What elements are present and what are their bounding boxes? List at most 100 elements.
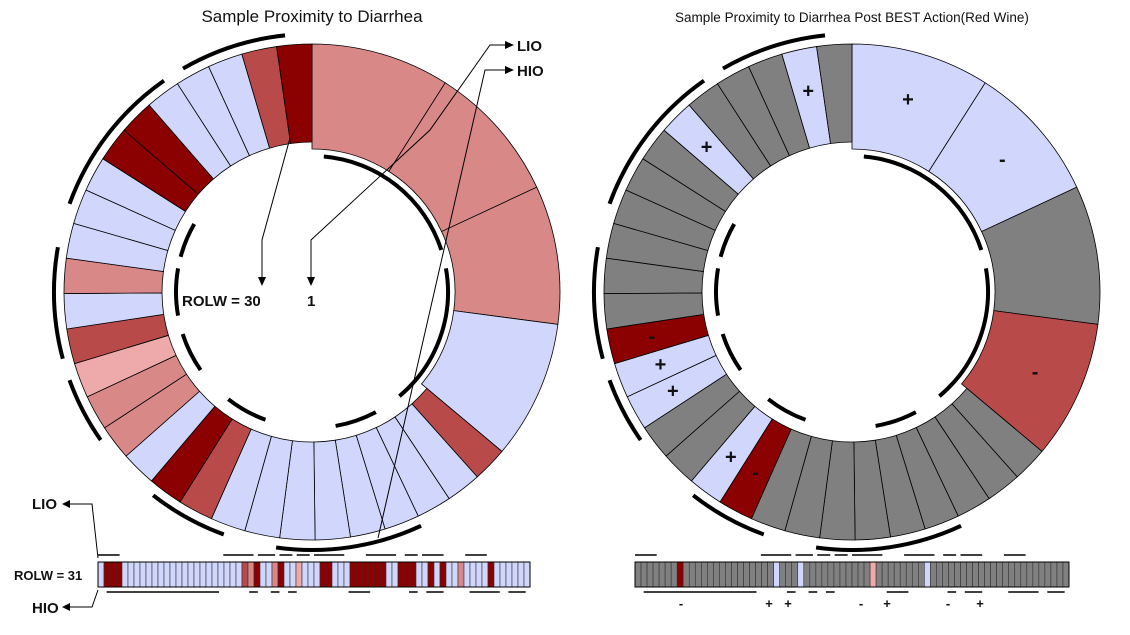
right-strip-cell <box>990 561 997 588</box>
left-strip-cell <box>175 561 183 588</box>
right-strip-cell <box>785 561 793 588</box>
left-strip-cell <box>109 561 117 588</box>
left-strip-cell <box>493 561 501 588</box>
right-strip-cell <box>640 561 648 588</box>
right-strip-cell <box>905 561 913 588</box>
right-inner-arc <box>938 268 990 398</box>
lio-arrowhead-down <box>307 277 315 286</box>
strip-sign-label: - <box>679 596 683 611</box>
left-outer-arc <box>182 33 286 71</box>
left-strip-cell <box>367 561 375 588</box>
hio-leader-line <box>377 69 510 539</box>
right-strip-cell <box>948 561 955 588</box>
left-strip-cell <box>319 561 327 588</box>
right-strip-cell <box>1056 561 1064 588</box>
left-inner-arc <box>323 154 444 251</box>
left-strip-cell <box>451 561 459 588</box>
right-strip-cell <box>881 561 889 588</box>
right-strip-cell <box>911 561 919 588</box>
right-strip-cell <box>887 561 895 588</box>
right-outer-arc <box>815 524 962 552</box>
right-strip-cell <box>918 561 925 588</box>
segment-sign-label: - <box>752 462 759 484</box>
right-panel-title: Sample Proximity to Diarrhea Post BEST A… <box>675 10 1029 25</box>
right-strip: - + + - + - + <box>634 554 1070 611</box>
right-strip-cell <box>694 561 702 588</box>
segment-sign-label: + <box>655 354 667 376</box>
left-panel-title: Sample Proximity to Diarrhea <box>201 7 423 26</box>
right-strip-cell <box>1062 561 1070 588</box>
left-strip-cell <box>301 561 309 588</box>
left-strip-cell <box>217 561 225 588</box>
left-strip-cell <box>145 561 153 588</box>
left-strip-cell <box>187 561 195 588</box>
left-strip-cell <box>361 561 369 588</box>
right-donut-ring: +---+++-++ <box>603 43 1101 541</box>
left-strip-cell <box>97 561 105 588</box>
right-strip-cell <box>845 561 853 588</box>
right-strip-cell <box>960 561 967 588</box>
right-strip-cell <box>827 561 835 588</box>
left-strip-cell <box>235 561 243 588</box>
right-strip-cell <box>815 561 823 588</box>
right-strip-cell <box>791 561 799 588</box>
left-strip-cell <box>391 561 399 588</box>
left-strip-cell <box>229 561 237 588</box>
left-strip-cell <box>331 561 339 588</box>
left-strip-cell <box>289 561 297 588</box>
left-strip-cell <box>511 561 519 588</box>
right-strip-cell <box>1044 561 1052 588</box>
strip-sign-label: + <box>765 596 773 611</box>
right-inner-arc <box>875 410 917 428</box>
rolw-leader-line <box>261 137 291 282</box>
left-strip-cell <box>427 561 435 588</box>
left-strip-cell <box>121 561 129 588</box>
strip-sign-label: - <box>859 596 863 611</box>
left-strip-cell <box>457 561 465 588</box>
left-strip-cell <box>271 561 279 588</box>
left-strip-cell <box>523 561 531 588</box>
right-strip-cell <box>634 561 642 588</box>
right-strip-cell <box>984 561 991 588</box>
left-donut-ring <box>63 43 561 541</box>
left-strip-cell <box>253 561 261 588</box>
right-strip-cell <box>966 561 973 588</box>
left-strip-cell <box>133 561 141 588</box>
segment-sign-label: - <box>649 326 656 348</box>
left-strip-cell <box>241 561 249 588</box>
left-strip-cell <box>415 561 423 588</box>
left-strip-cell <box>385 561 393 588</box>
right-strip-cell <box>803 561 811 588</box>
left-strip-cell <box>313 561 321 588</box>
right-strip-cell <box>1050 561 1058 588</box>
left-strip-cell <box>103 561 111 588</box>
left-strip-cell <box>151 561 159 588</box>
left-inner-arc <box>335 410 377 428</box>
left-inner-arc <box>398 268 450 398</box>
left-outer-arc <box>275 524 422 552</box>
right-strip-cell <box>863 561 871 588</box>
right-strip-cell <box>809 561 817 588</box>
strip-sign-label: - <box>946 596 950 611</box>
right-outer-arc <box>607 379 643 442</box>
right-strip-cell <box>688 561 696 588</box>
right-inner-arc <box>767 397 807 422</box>
lio-leader-line <box>310 44 510 282</box>
left-strip-cell <box>439 561 447 588</box>
right-strip-cell <box>996 561 1003 588</box>
left-strip-cell <box>307 561 315 588</box>
right-strip-cell <box>851 561 859 588</box>
segment-sign-label: - <box>1032 362 1039 384</box>
right-strip-border <box>634 561 1070 588</box>
left-outer-arc <box>151 493 225 537</box>
right-strip-cell <box>821 561 829 588</box>
right-strip-cell <box>893 561 901 588</box>
segment-sign-label: + <box>701 136 713 158</box>
right-strip-cell <box>713 561 720 588</box>
strip-lio-leader <box>70 503 99 559</box>
left-strip-cell <box>463 561 471 588</box>
right-inner-arc <box>714 268 721 316</box>
right-strip-cell <box>869 561 877 588</box>
right-strip-cell <box>936 561 943 588</box>
left-strip-cell <box>199 561 207 588</box>
